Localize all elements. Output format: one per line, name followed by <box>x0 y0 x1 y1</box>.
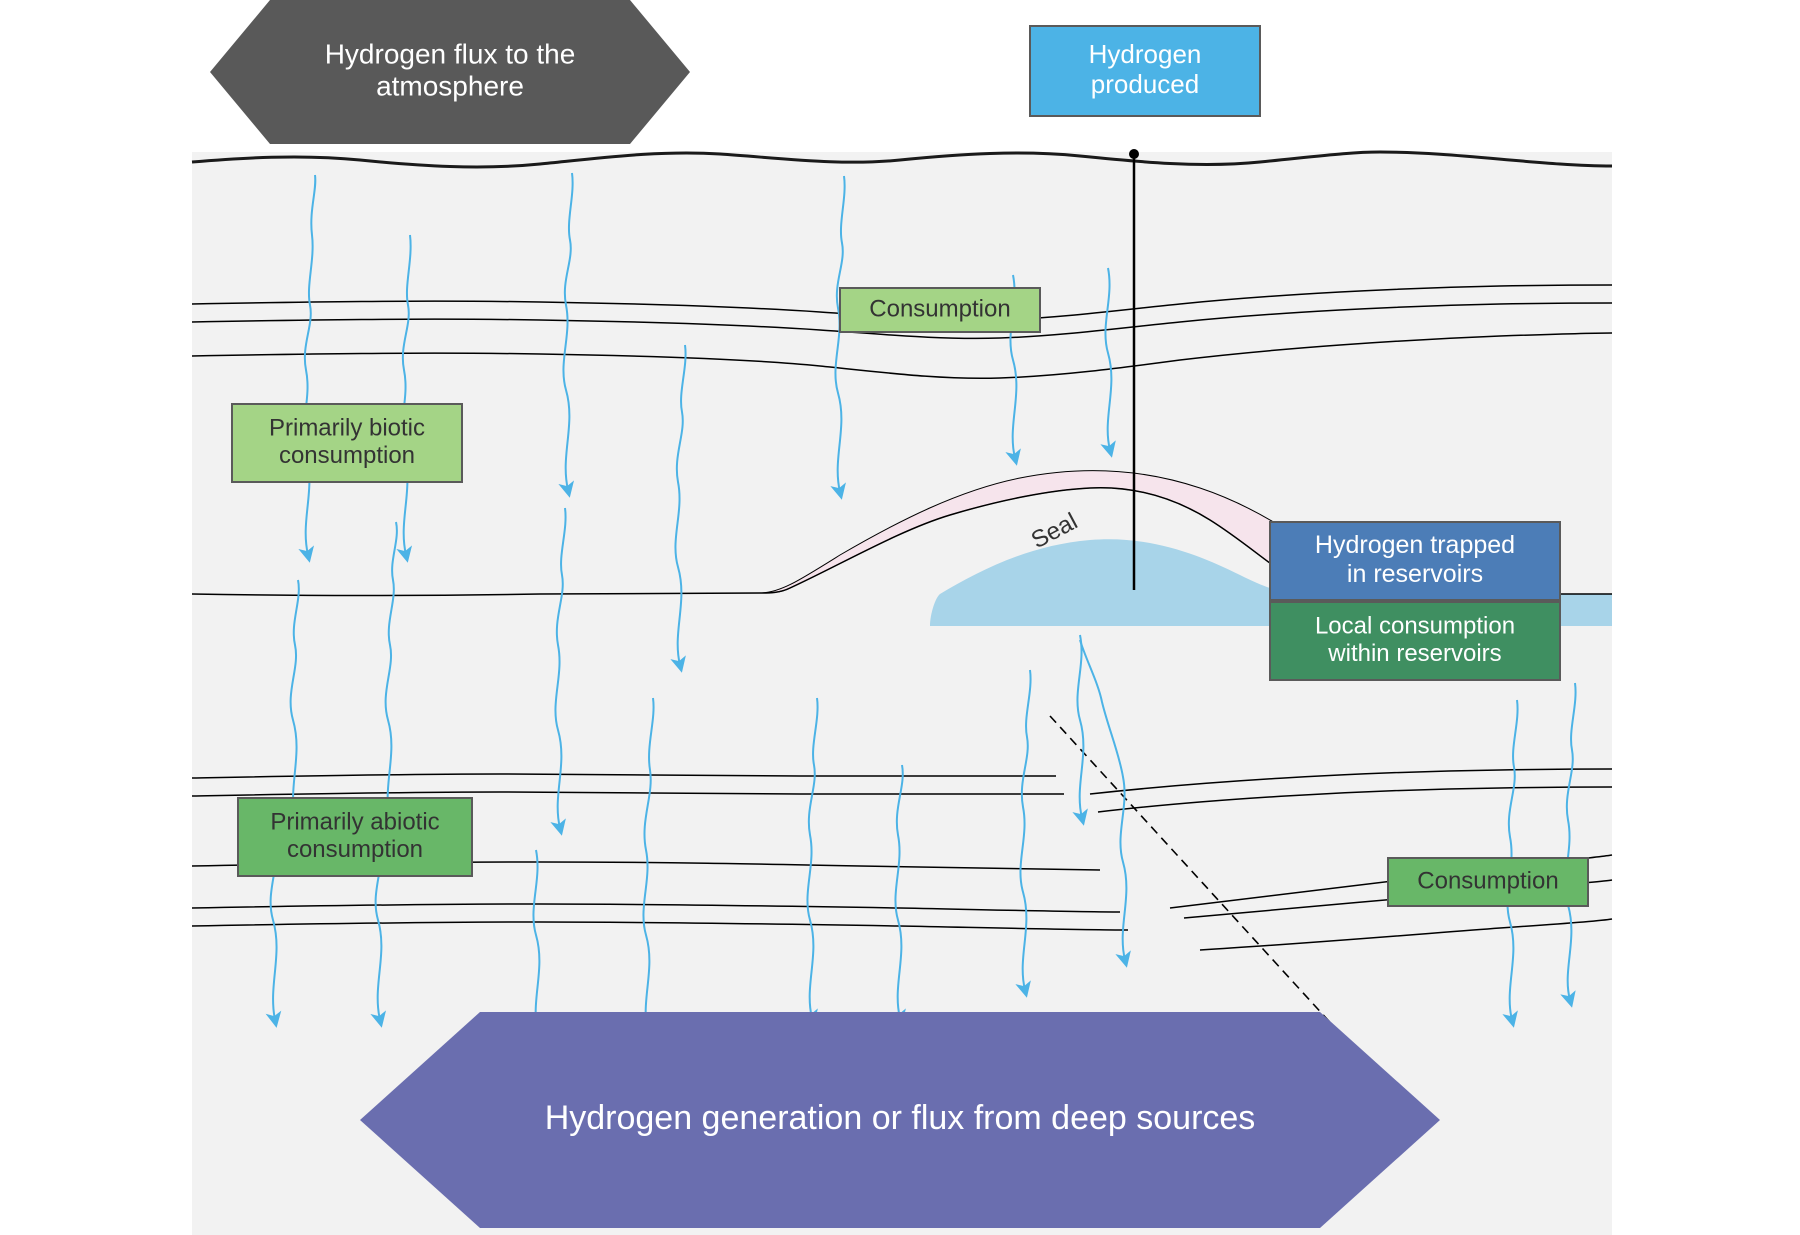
box-consumption-lower-line0: Consumption <box>1417 867 1558 894</box>
box-primarily-biotic-line0: Primarily biotic <box>269 415 425 442</box>
box-primarily-biotic-line1: consumption <box>279 442 415 469</box>
box-hydrogen-produced-line0: Hydrogen <box>1089 39 1202 69</box>
hex-atmosphere-line0: Hydrogen flux to the <box>325 38 576 69</box>
box-hydrogen-produced: Hydrogenproduced <box>1030 26 1260 116</box>
well-head <box>1129 149 1139 159</box>
box-primarily-abiotic: Primarily abioticconsumption <box>238 798 472 876</box>
box-hydrogen-trapped-line0: Hydrogen trapped <box>1315 531 1515 559</box>
box-hydrogen-trapped: Hydrogen trappedin reservoirs <box>1270 522 1560 600</box>
box-hydrogen-produced-line1: produced <box>1091 69 1199 99</box>
hex-atmosphere-line1: atmosphere <box>376 70 524 101</box>
box-consumption-upper-line0: Consumption <box>869 295 1010 322</box>
hex-deep-source-line0: Hydrogen generation or flux from deep so… <box>545 1099 1256 1137</box>
box-primarily-abiotic-line0: Primarily abiotic <box>270 809 439 836</box>
box-consumption-upper: Consumption <box>840 288 1040 332</box>
box-primarily-abiotic-line1: consumption <box>287 836 423 863</box>
box-primarily-biotic: Primarily bioticconsumption <box>232 404 462 482</box>
box-local-consumption-line0: Local consumption <box>1315 613 1515 640</box>
box-local-consumption-line1: within reservoirs <box>1327 640 1501 667</box>
box-local-consumption: Local consumptionwithin reservoirs <box>1270 602 1560 680</box>
box-consumption-lower: Consumption <box>1388 858 1588 906</box>
box-hydrogen-trapped-line1: in reservoirs <box>1347 560 1483 588</box>
